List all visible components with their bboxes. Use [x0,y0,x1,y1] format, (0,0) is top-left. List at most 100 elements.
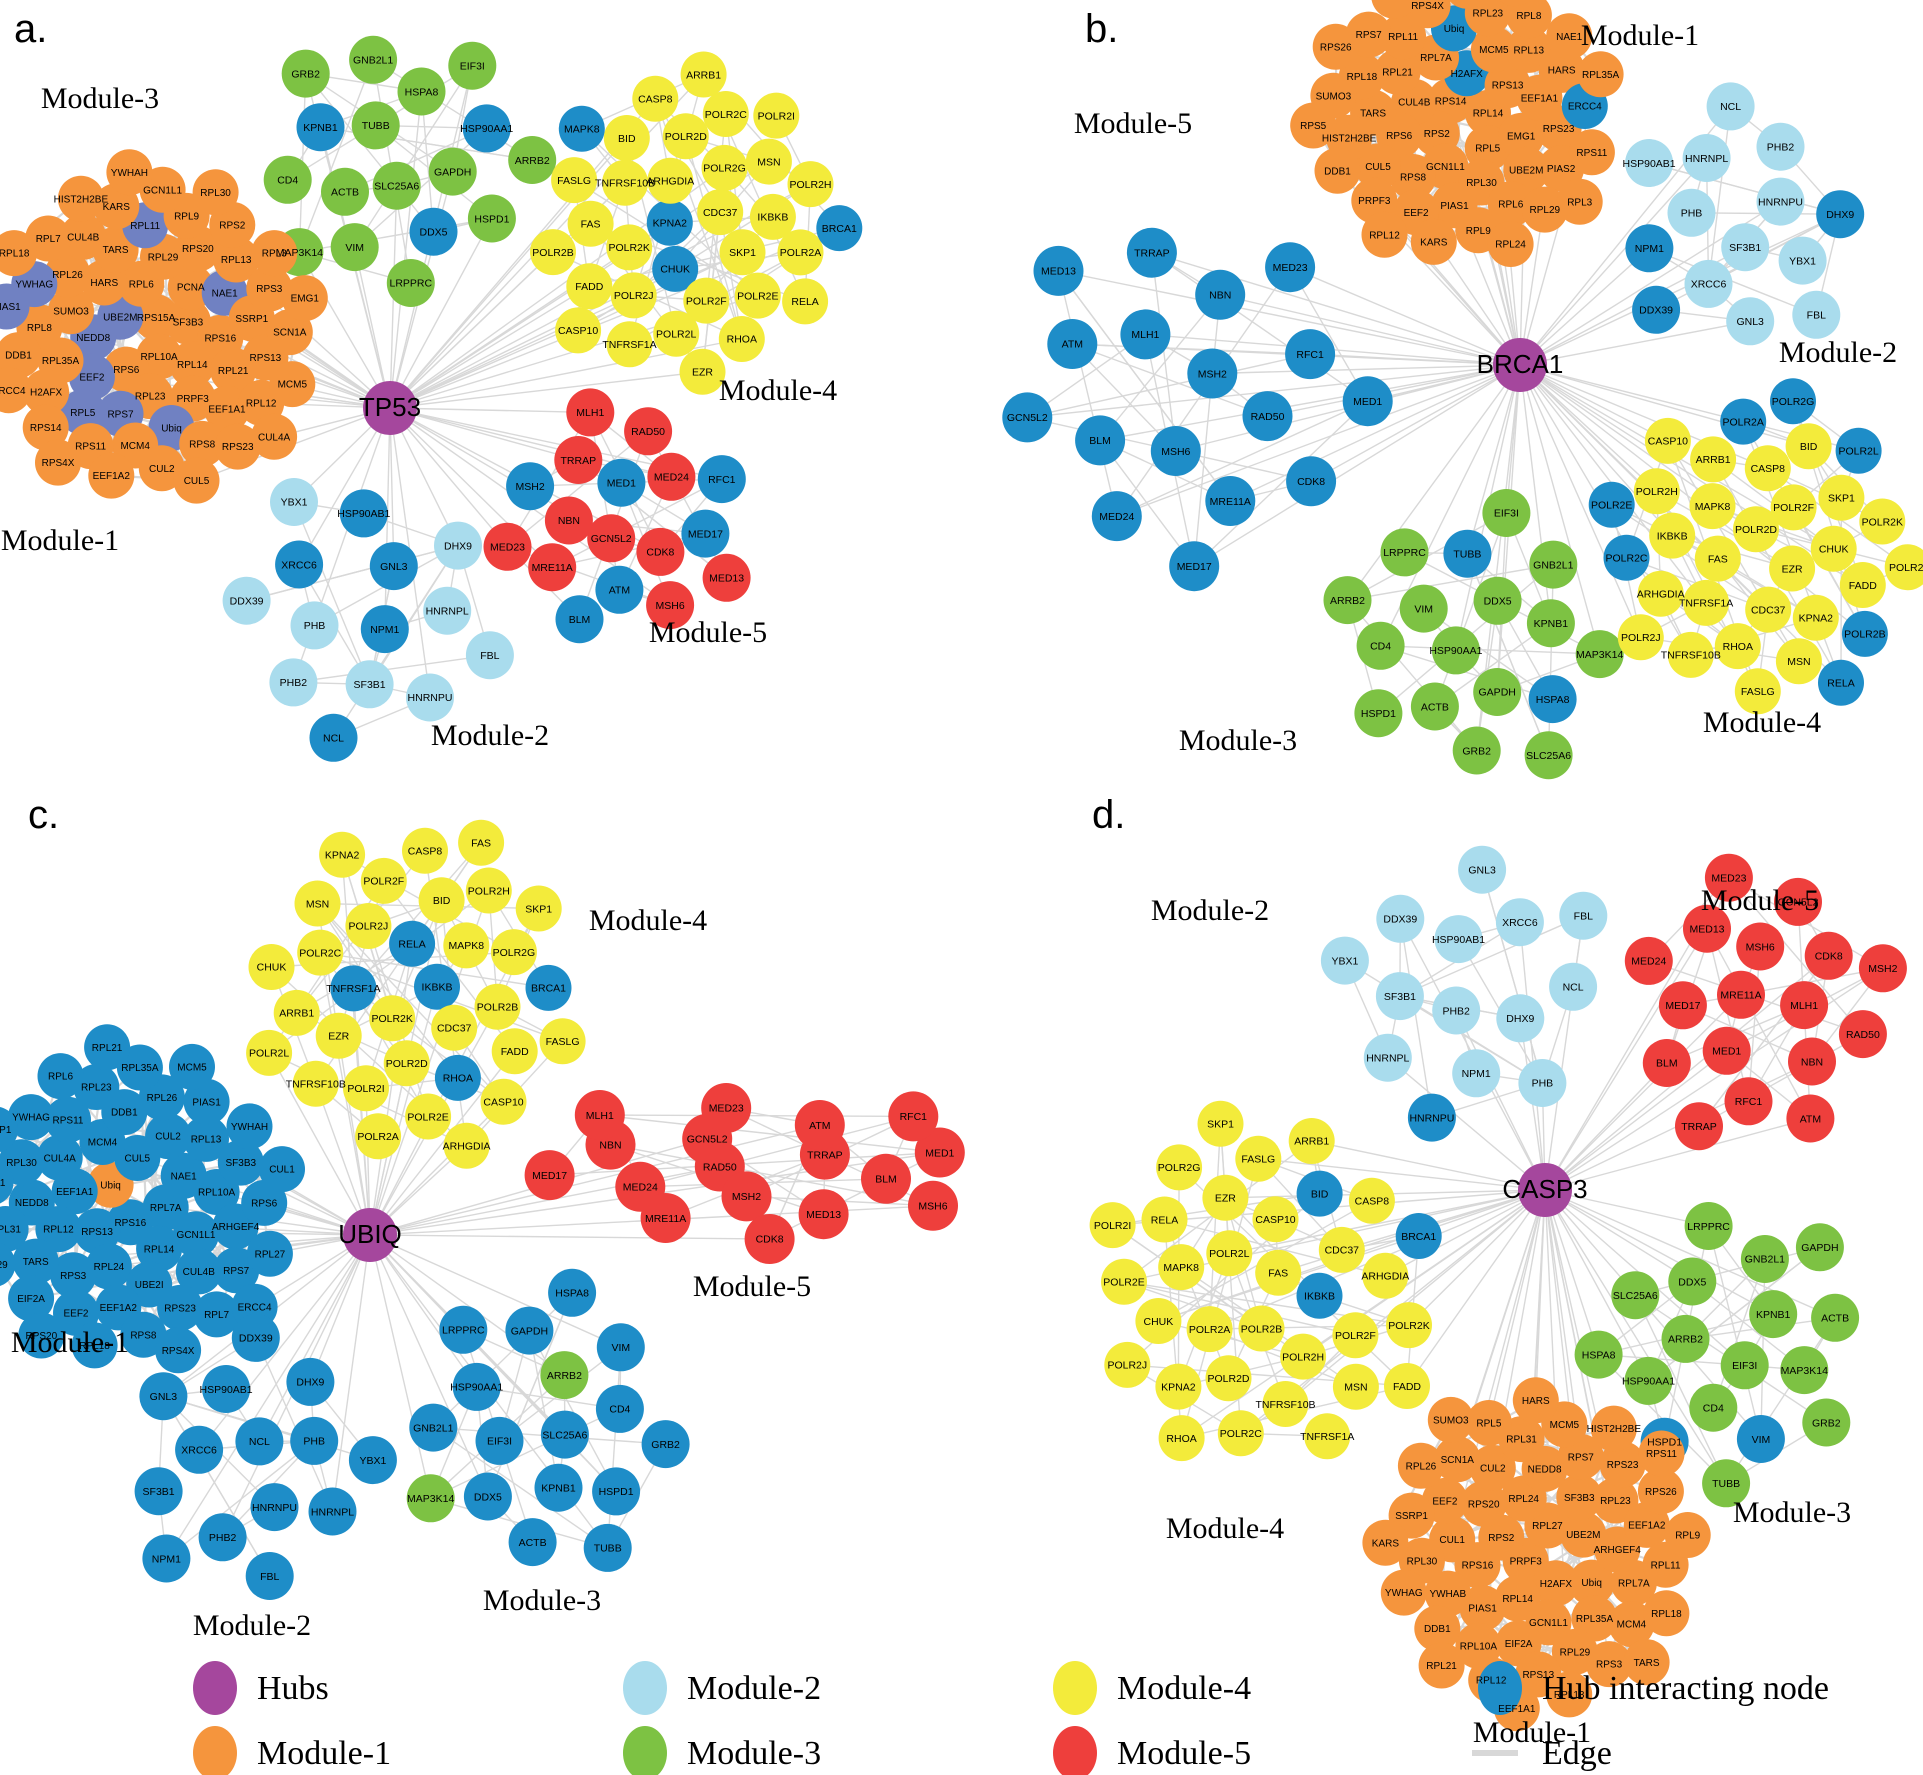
node-label: MED1 [925,1147,954,1159]
module-label: Module-4 [1166,1512,1284,1545]
node-label: MCM5 [1550,1420,1580,1431]
node-label: POLR2A [1189,1324,1230,1336]
node-label: DDB1 [111,1108,138,1119]
legend-label: Module-3 [687,1735,821,1772]
node-label: POLR2B [532,247,573,259]
node-label: MED24 [654,472,689,484]
node-label: RPL29 [0,1260,8,1271]
node-POLR2B [530,229,576,276]
node-label: CASP8 [1751,463,1786,475]
node-RPL13 [213,236,260,283]
node-TRRAP [554,436,603,484]
node-HIST2H2BE [1590,1405,1637,1452]
legend-label: Hubs [257,1670,329,1707]
node-EIF3I [448,41,497,90]
edge [369,1234,770,1240]
node-label: HSP90AB1 [200,1384,253,1396]
node-label: HSP90AA1 [1429,645,1482,657]
node-POLR2E [1588,481,1635,528]
node-HSP90AB1 [1625,139,1674,187]
node-label: GAPDH [1801,1242,1838,1254]
node-RPL31 [0,1206,29,1252]
node-label: RPL26 [52,270,83,281]
node-CUL4A [36,1134,83,1181]
node-label: EEF1A1 [56,1187,94,1198]
node-label: RPS13 [1492,81,1524,92]
node-label: PHB [1532,1078,1554,1090]
node-TUBB [583,1523,632,1572]
node-label: YWHAG [12,1113,50,1124]
node-label: RPL12 [1369,230,1400,241]
node-label: RPS5 [1300,121,1327,132]
legend-label: Module-1 [257,1735,391,1772]
node-FBL [1559,891,1608,940]
node-label: RPL11 [130,221,160,232]
node-label: TUBB [1453,549,1481,561]
node-CASP10 [555,307,602,354]
node-TRRAP [1126,227,1177,278]
node-label: GCN5L2 [687,1134,728,1146]
node-MED17 [681,509,730,558]
node-label: RPL27 [255,1249,286,1260]
edge [1544,1189,1727,1484]
node-label: GAPDH [434,166,471,178]
node-label: CUL2 [149,464,175,475]
node-label: ERCC4 [1568,102,1602,113]
node-RPL29 [0,1242,16,1287]
node-label: HSP90AB1 [337,508,390,520]
node-VIM [1399,584,1448,633]
node-label: MED1 [1353,396,1382,408]
node-label: MED13 [1041,266,1076,278]
node-KPNB1 [534,1463,583,1512]
edge [1346,364,1521,601]
hub-label: TP53 [359,392,421,422]
edge [369,1234,489,1497]
node-label: NPM1 [370,624,399,636]
node-TNFRSF10B [602,159,649,206]
edge [1544,1189,1650,1382]
edge [1116,364,1521,517]
node-XRCC6 [175,1425,224,1474]
node-label: DDB1 [1424,1624,1451,1635]
node-label: TUBB [1712,1478,1740,1490]
node-SKP1 [1818,474,1865,521]
edge [354,246,391,409]
node-label: RPL14 [1502,1594,1533,1605]
edge [1289,266,1369,402]
node-label: RAD50 [703,1161,737,1173]
node-label: GAPDH [1479,687,1516,699]
node-POLR2B [474,983,521,1030]
edge [1384,1189,1546,1277]
node-label: MRE11A [1720,990,1761,1002]
node-TNFRSF1A [1304,1413,1351,1460]
node-label: RPL7 [204,1310,229,1321]
node-RPS11 [1568,129,1615,176]
node-MAP3K14 [406,1474,455,1523]
node-label: RPL3 [262,249,287,260]
node-GRB2 [281,49,330,98]
node-HSPA8 [1574,1330,1623,1379]
node-label: HIST2H2BE [1587,1424,1642,1435]
node-label: RFC1 [900,1111,928,1123]
module-label: Module-2 [193,1609,311,1642]
node-label: POLR2J [1621,632,1661,644]
node-MRE11A [640,1193,691,1243]
node-label: IKBKB [1657,530,1688,542]
node-label: MCM5 [1479,45,1509,56]
edge [1380,645,1600,655]
edge [1058,270,1521,366]
node-label: MCM4 [1617,1620,1647,1631]
node-ARRB2 [540,1351,589,1400]
node-ARRB2 [508,136,557,184]
node-label: Ubiq [100,1180,121,1191]
node-label: ATM [609,585,630,597]
node-label: FBL [480,650,499,662]
node-RPL13 [1546,1671,1593,1718]
node-CUL4B [60,213,107,260]
node-CDC37 [697,189,744,236]
node-POLR2K [1859,498,1906,545]
node-label: BRCA1 [1401,1231,1436,1243]
node-LRPPRC [439,1305,488,1354]
node-label: SUMO3 [53,307,89,318]
